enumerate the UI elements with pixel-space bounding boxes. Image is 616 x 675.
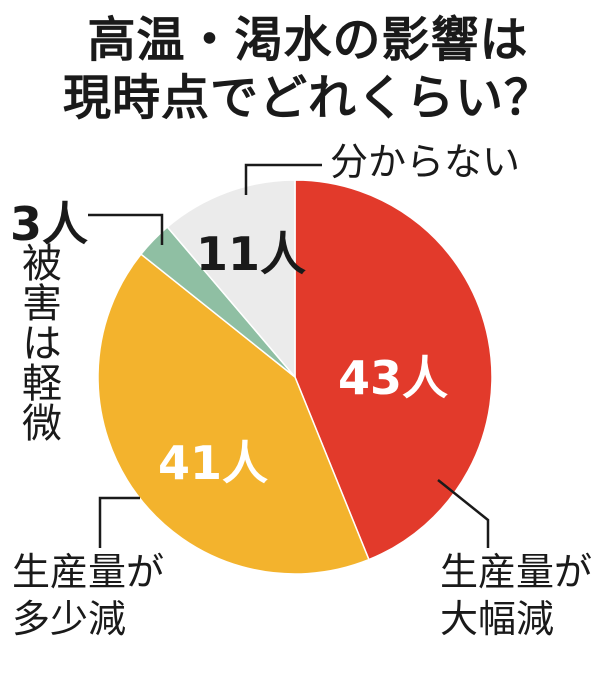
- pie-slice-unknown: [166, 179, 296, 380]
- leader-line-unknown: [244, 163, 322, 195]
- leader-line-minor-damage: [88, 213, 164, 245]
- chart-title-line-1: 高温・渇水の影響は: [87, 12, 529, 68]
- slice-label-some-decrease-line-1: 生産量が: [12, 550, 165, 594]
- chart-title-line-2: 現時点でどれくらい？: [62, 70, 553, 126]
- pie-slice-some-decrease: [97, 253, 370, 575]
- pie-slice-major-decrease: [294, 179, 493, 561]
- slice-label-major-decrease-line-2: 大幅減: [440, 597, 555, 641]
- slice-label-some-decrease-line-2: 多少減: [12, 597, 127, 641]
- slice-label-major-decrease-line-1: 生産量が: [440, 550, 593, 594]
- leader-line-some-decrease: [98, 496, 140, 548]
- slice-value-label-unknown: 11人: [196, 227, 307, 281]
- leader-line-major-decrease: [437, 479, 490, 548]
- slice-value-label-minor-damage: 3人: [10, 197, 89, 251]
- slice-value-label-major-decrease: 43人: [338, 351, 449, 405]
- slice-value-label-some-decrease: 41人: [158, 436, 269, 490]
- slice-label-minor-damage: 被害は軽微: [15, 242, 61, 442]
- slice-label-unknown: 分からない: [330, 140, 521, 184]
